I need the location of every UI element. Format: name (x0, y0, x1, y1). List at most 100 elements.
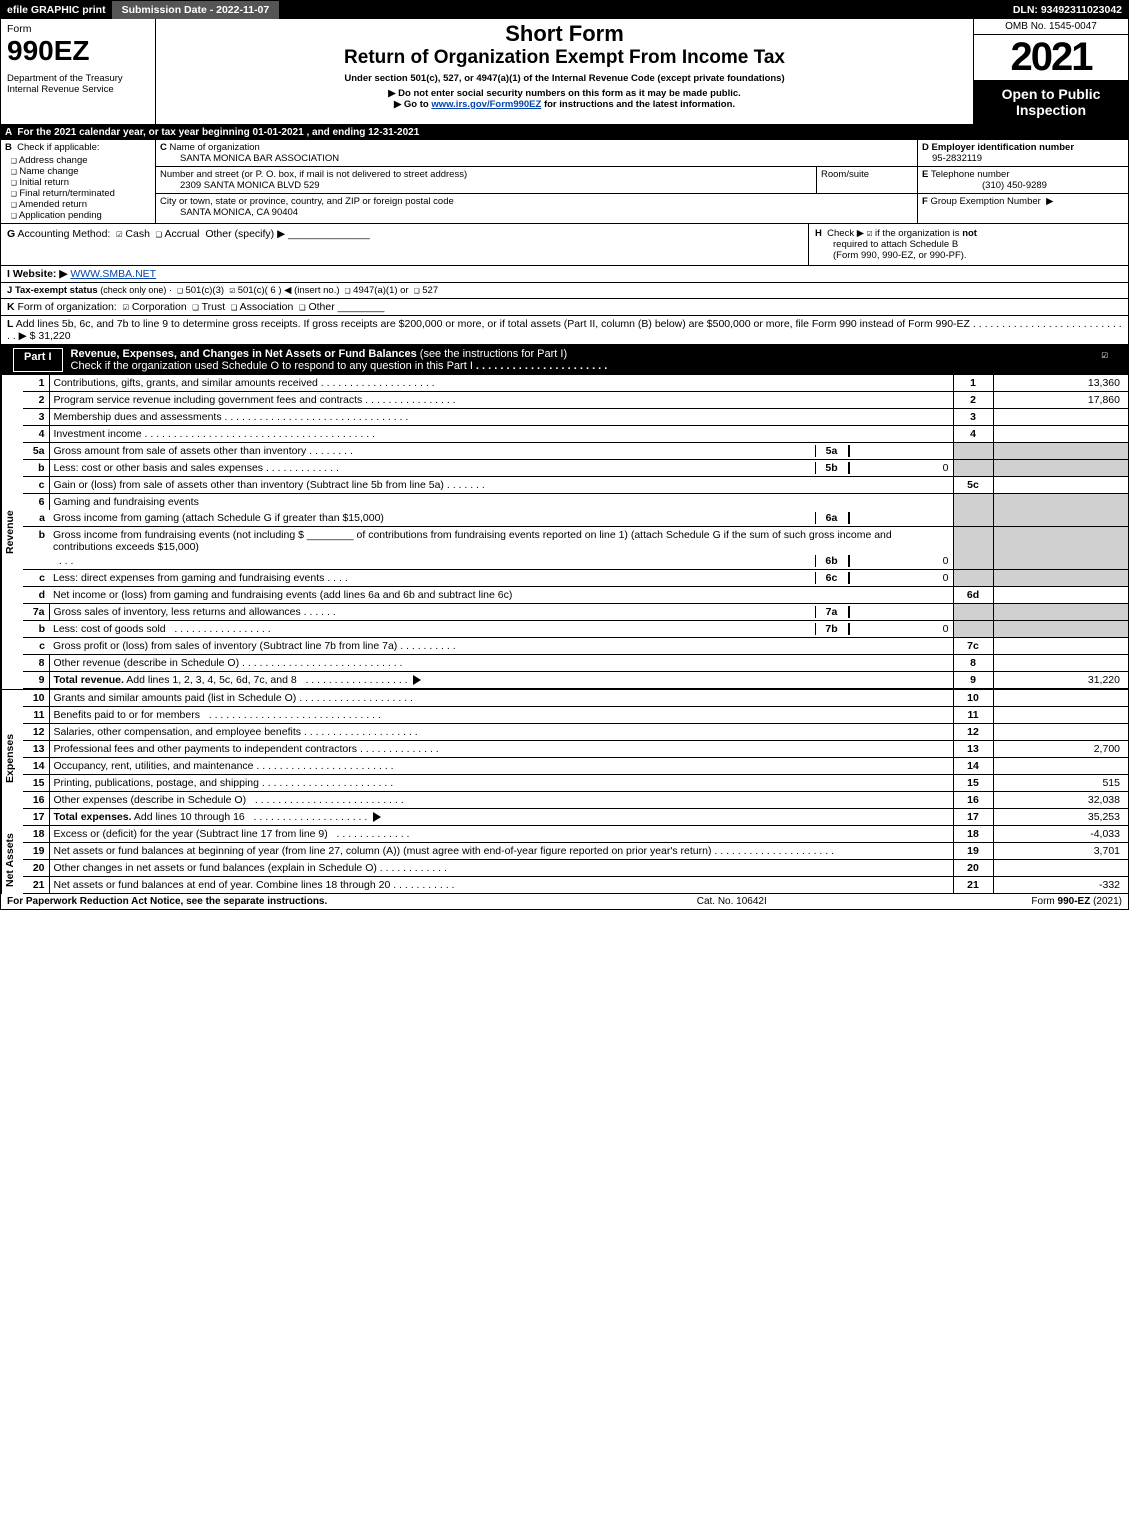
chk-527[interactable]: ❑ (414, 285, 420, 296)
l18v: -4,033 (993, 826, 1128, 843)
l2d: Program service revenue including govern… (54, 394, 363, 406)
goto-post: for instructions and the latest informat… (541, 99, 735, 110)
chk-other-org[interactable]: ❑ (299, 301, 305, 313)
netassets-sidebar: Net Assets (1, 826, 23, 894)
l2v: 17,860 (993, 392, 1128, 409)
l3d: Membership dues and assessments (54, 411, 222, 423)
revenue-sidebar: Revenue (1, 375, 23, 689)
l18d: Excess or (deficit) for the year (Subtra… (54, 828, 328, 840)
l17v: 35,253 (993, 809, 1128, 826)
open-public: Open to Public Inspection (974, 80, 1128, 124)
section-k: K Form of organization: ☑ Corporation ❑ … (1, 299, 1128, 316)
l9v: 31,220 (993, 672, 1128, 689)
website-link[interactable]: WWW.SMBA.NET (70, 268, 156, 280)
under-section: Under section 501(c), 527, or 4947(a)(1)… (162, 73, 967, 84)
l13d: Professional fees and other payments to … (54, 743, 358, 755)
l15d: Printing, publications, postage, and shi… (54, 777, 259, 789)
i-label: Website: ▶ (13, 268, 68, 280)
org-city: SANTA MONICA, CA 90404 (160, 207, 298, 218)
l19d: Net assets or fund balances at beginning… (54, 845, 712, 857)
expenses-block: Expenses 10Grants and similar amounts pa… (1, 689, 1128, 826)
chk-final[interactable]: ❑ Final return/terminated (11, 188, 151, 199)
gross-receipts: 31,220 (38, 330, 70, 342)
section-bcdef: B Check if applicable: ❑ Address change … (1, 140, 1128, 224)
irs-link[interactable]: www.irs.gov/Form990EZ (431, 99, 541, 110)
h-check: Check ▶ (827, 228, 864, 239)
part1-body: Revenue 1Contributions, gifts, grants, a… (1, 375, 1128, 689)
l6cv: 0 (849, 572, 949, 584)
arrow-icon (373, 812, 381, 822)
chk-501c[interactable]: ☑ (229, 285, 235, 296)
l6bd1: Gross income from fundraising events (no… (53, 529, 304, 541)
f-label: Group Exemption Number (930, 196, 1040, 207)
section-l: L Add lines 5b, 6c, and 7b to line 9 to … (1, 316, 1128, 345)
return-title: Return of Organization Exempt From Incom… (162, 47, 967, 69)
goto-pre: ▶ Go to (394, 99, 431, 110)
org-name: SANTA MONICA BAR ASSOCIATION (160, 153, 339, 164)
chk-cash[interactable]: ☑ (116, 228, 122, 240)
l5bv: 0 (849, 462, 949, 474)
chk-assoc[interactable]: ❑ (231, 301, 237, 313)
l1v: 13,360 (993, 375, 1128, 392)
section-i: I Website: ▶ WWW.SMBA.NET (1, 266, 1128, 283)
form-word: Form (7, 23, 149, 35)
dln: DLN: 93492311023042 (1007, 1, 1128, 19)
chk-501c3[interactable]: ❑ (177, 285, 183, 296)
submission-date: Submission Date - 2022-11-07 (112, 1, 280, 19)
part1-title: Revenue, Expenses, and Changes in Net As… (71, 348, 417, 360)
l7bv: 0 (849, 623, 949, 635)
chk-h[interactable]: ☑ (867, 228, 873, 239)
form-ref: 990-EZ (1058, 896, 1091, 907)
l6ad: Gross income from gaming (attach Schedul… (53, 512, 815, 524)
e-label: Telephone number (931, 169, 1010, 180)
chk-initial[interactable]: ❑ Initial return (11, 177, 151, 188)
d-label: Employer identification number (932, 142, 1075, 153)
l13v: 2,700 (993, 741, 1128, 758)
l6bv: 0 (849, 555, 949, 567)
l5bd: Less: cost or other basis and sales expe… (54, 462, 264, 474)
chk-name[interactable]: ❑ Name change (11, 166, 151, 177)
chk-pending[interactable]: ❑ Application pending (11, 210, 151, 221)
part1-header: Part I Revenue, Expenses, and Changes in… (1, 345, 1128, 375)
l14d: Occupancy, rent, utilities, and maintena… (54, 760, 254, 772)
l19v: 3,701 (993, 843, 1128, 860)
l16d: Other expenses (describe in Schedule O) (54, 794, 247, 806)
l12d: Salaries, other compensation, and employ… (54, 726, 301, 738)
l6dd: Net income or (loss) from gaming and fun… (49, 587, 953, 604)
section-a: A For the 2021 calendar year, or tax yea… (1, 125, 1128, 140)
l10d: Grants and similar amounts paid (list in… (54, 692, 297, 704)
goto: ▶ Go to www.irs.gov/Form990EZ for instru… (162, 99, 967, 110)
l4d: Investment income (54, 428, 142, 440)
chk-amended[interactable]: ❑ Amended return (11, 199, 151, 210)
l11d: Benefits paid to or for members (54, 709, 200, 721)
chk-4947[interactable]: ❑ (345, 285, 351, 296)
section-j: J Tax-exempt status (check only one) · ❑… (1, 283, 1128, 299)
l-text: Add lines 5b, 6c, and 7b to line 9 to de… (16, 318, 970, 330)
netassets-block: Net Assets 18Excess or (deficit) for the… (1, 826, 1128, 894)
chk-address[interactable]: ❑ Address change (11, 155, 151, 166)
l7bd: Less: cost of goods sold (53, 623, 166, 635)
f-arrow: ▶ (1046, 196, 1053, 207)
chk-trust[interactable]: ❑ (193, 301, 199, 313)
c-addrlbl: Number and street (or P. O. box, if mail… (160, 169, 467, 180)
chk-corp[interactable]: ☑ (123, 301, 129, 313)
c-citylbl: City or town, state or province, country… (160, 196, 454, 207)
l21d: Net assets or fund balances at end of ye… (54, 879, 391, 891)
section-a-text: For the 2021 calendar year, or tax year … (17, 127, 419, 138)
form-header: Form 990EZ Department of the Treasury In… (1, 19, 1128, 125)
form-number: 990EZ (7, 35, 149, 67)
room-suite-lbl: Room/suite (817, 167, 917, 193)
l16v: 32,038 (993, 792, 1128, 809)
l5cd: Gain or (loss) from sale of assets other… (54, 479, 444, 491)
page-footer: For Paperwork Reduction Act Notice, see … (1, 894, 1128, 909)
k-label: Form of organization: (18, 301, 117, 313)
chk-part1-scho[interactable]: ☑ (1093, 348, 1116, 372)
topbar: efile GRAPHIC print Submission Date - 20… (1, 1, 1128, 19)
form-page: efile GRAPHIC print Submission Date - 20… (0, 0, 1129, 910)
l1n: 1 (23, 375, 49, 392)
org-address: 2309 SANTA MONICA BLVD 529 (160, 180, 320, 191)
paperwork-notice: For Paperwork Reduction Act Notice, see … (7, 896, 565, 907)
g-label: Accounting Method: (18, 228, 111, 240)
chk-accrual[interactable]: ❑ (156, 228, 162, 240)
no-ssn: ▶ Do not enter social security numbers o… (162, 88, 967, 99)
